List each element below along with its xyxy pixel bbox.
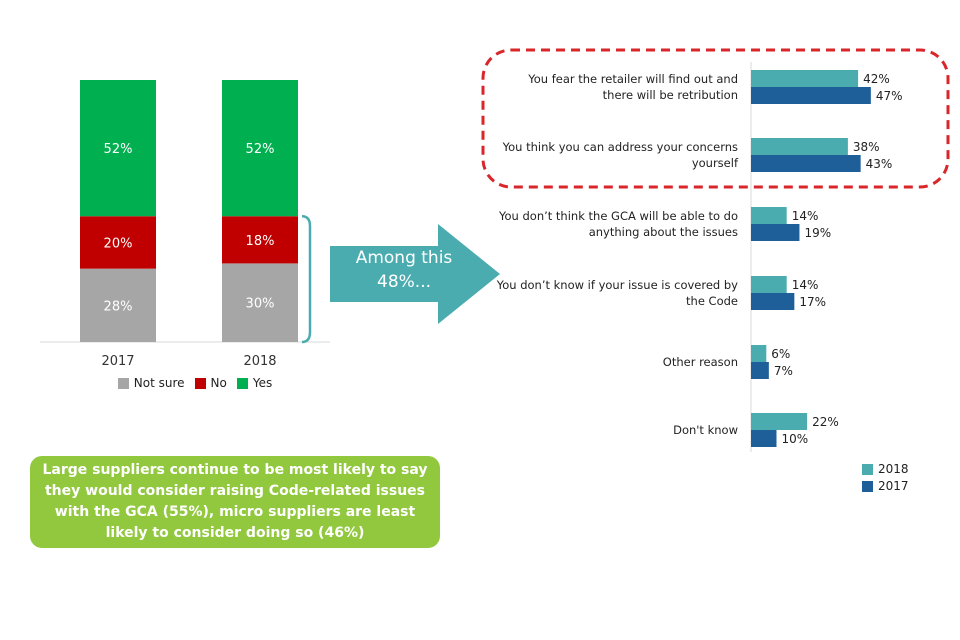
data-label: 42% xyxy=(863,72,890,86)
legend-item-yes: Yes xyxy=(236,376,272,390)
data-label: 7% xyxy=(774,364,793,378)
data-label: 43% xyxy=(866,157,893,171)
bar-2017-0 xyxy=(751,87,871,104)
legend-item-not-sure: Not sure xyxy=(117,376,185,390)
bar-2017-5 xyxy=(751,430,777,447)
data-label: 14% xyxy=(792,209,819,223)
data-label: 38% xyxy=(853,140,880,154)
bar-2018-2 xyxy=(751,207,787,224)
data-label: 14% xyxy=(792,278,819,292)
highlight-box xyxy=(481,48,950,189)
bar-2018-5 xyxy=(751,413,808,430)
category-label: Don't know xyxy=(673,423,738,437)
callout-box: Large suppliers continue to be most like… xyxy=(30,456,440,548)
data-label: 10% xyxy=(782,432,809,446)
data-label: 17% xyxy=(799,295,826,309)
bracket-shape xyxy=(301,214,312,344)
bar-2017-1 xyxy=(751,155,861,172)
x-tick-label: 2017 xyxy=(101,354,134,369)
legend-right: 2018 2017 xyxy=(862,462,909,496)
reasons-bar-chart: 42% 47% You fear the retailer will find ou… xyxy=(481,48,950,452)
bar-2017-4 xyxy=(751,362,769,379)
data-label: 20% xyxy=(104,236,133,251)
arrow-label: Among this 48%... xyxy=(355,248,453,292)
bar-not-sure-2018 xyxy=(222,263,298,342)
legend-item-no: No xyxy=(194,376,227,390)
bar-no-2017 xyxy=(80,216,156,269)
legend-item-2018: 2018 xyxy=(862,462,909,476)
data-label: 19% xyxy=(804,226,831,240)
bar-2018-4 xyxy=(751,345,767,362)
category-label: You don’t know if your issue is covered … xyxy=(496,278,738,308)
data-label: 28% xyxy=(104,299,133,314)
x-tick-label: 2018 xyxy=(243,354,276,369)
bar-not-sure-2017 xyxy=(80,268,156,342)
category-label: Other reason xyxy=(663,355,738,369)
bar-2018-0 xyxy=(751,70,859,87)
stacked-bar-chart: 28% 20% 52% 2017 30% 18% 52% 2018 xyxy=(40,80,330,369)
bar-no-2018 xyxy=(222,216,298,264)
data-label: 52% xyxy=(104,142,133,157)
data-label: 47% xyxy=(876,89,903,103)
bar-2017-2 xyxy=(751,224,800,241)
category-label: You don’t think the GCA will be able to … xyxy=(498,209,738,239)
legend-left: Not sure No Yes xyxy=(80,376,310,390)
data-label: 22% xyxy=(812,415,839,429)
bar-yes-2017 xyxy=(80,80,156,217)
legend-item-2017: 2017 xyxy=(862,479,909,493)
data-label: 30% xyxy=(246,297,275,312)
data-label: 18% xyxy=(246,234,275,249)
bar-2017-3 xyxy=(751,293,795,310)
bar-2018-1 xyxy=(751,138,848,155)
category-label: You fear the retailer will find out and t… xyxy=(527,72,738,102)
arrow-shape xyxy=(330,224,500,324)
data-label: 6% xyxy=(771,347,790,361)
bar-2018-3 xyxy=(751,276,787,293)
data-label: 52% xyxy=(246,142,275,157)
bar-yes-2018 xyxy=(222,80,298,217)
category-label: You think you can address your concerns y… xyxy=(502,140,739,170)
